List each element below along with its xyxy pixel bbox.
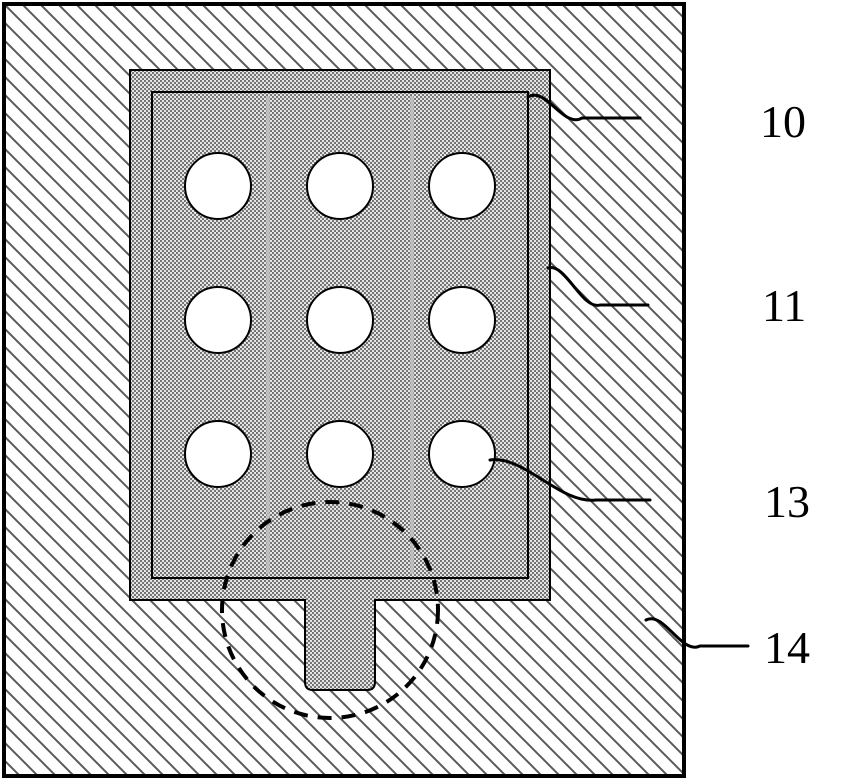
label-14: 14 — [764, 621, 810, 674]
label-13: 13 — [764, 475, 810, 528]
hole-circle — [429, 153, 495, 219]
label-11: 11 — [762, 279, 806, 332]
hole-circle — [185, 287, 251, 353]
hole-circle — [185, 153, 251, 219]
label-10: 10 — [760, 95, 806, 148]
hole-circle — [429, 421, 495, 487]
diagram-svg — [0, 0, 862, 782]
figure-canvas: 10 11 13 14 — [0, 0, 862, 782]
hole-circle — [429, 287, 495, 353]
hole-circle — [185, 421, 251, 487]
hole-circle — [307, 153, 373, 219]
hole-circle — [307, 421, 373, 487]
hole-circle — [307, 287, 373, 353]
